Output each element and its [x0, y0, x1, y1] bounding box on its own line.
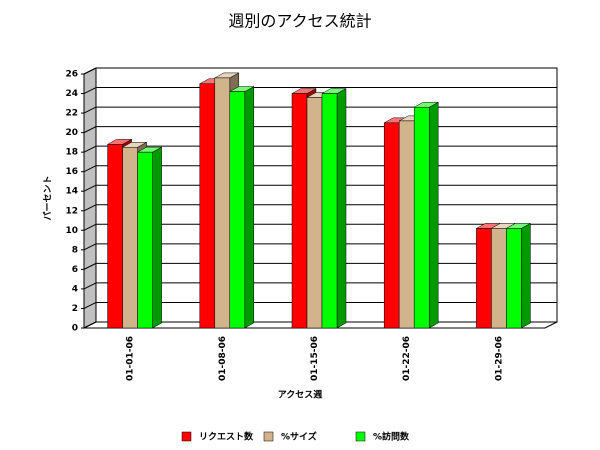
bar: [505, 222, 532, 329]
bar-front: [107, 144, 123, 329]
grid-line: [83, 67, 97, 75]
grid-line: [83, 184, 97, 192]
y-tick-label: 24: [65, 89, 78, 99]
grid-line: [83, 106, 97, 114]
bar: [228, 86, 255, 329]
x-tick-label: 01-22-06: [402, 336, 412, 381]
grid-line: [83, 243, 97, 251]
grid-line: [83, 87, 97, 94]
bar: [136, 146, 163, 329]
bar-side: [428, 101, 439, 329]
y-tick-label: 26: [65, 70, 78, 80]
grid-line: [83, 126, 97, 134]
grid-line: [83, 321, 97, 329]
y-tick-label: 20: [65, 128, 78, 138]
bar-front: [291, 93, 308, 329]
grid-line: [83, 223, 97, 231]
x-tick-label: 01-08-06: [218, 336, 228, 381]
grid-line: [83, 145, 97, 153]
chart-title: 週別のアクセス統計: [228, 12, 371, 31]
bar-front: [122, 147, 138, 329]
y-tick-label: 0: [72, 324, 78, 334]
y-tick-label: 16: [65, 167, 78, 177]
bar-front: [398, 120, 415, 329]
x-tick-label: 01-01-06: [126, 336, 136, 381]
bar-front: [199, 83, 216, 329]
legend-swatch: [355, 431, 366, 442]
bar-side: [152, 146, 162, 329]
bar-side: [244, 86, 255, 329]
y-tick-label: 6: [72, 265, 78, 275]
y-tick-label: 2: [72, 304, 78, 314]
y-axis-label: パーセント: [42, 175, 54, 220]
x-tick-label: 01-15-06: [310, 336, 320, 381]
legend-swatch: [181, 431, 192, 442]
bar-front: [214, 77, 231, 329]
bar: [321, 88, 347, 329]
bar-side: [336, 88, 347, 329]
y-tick-label: 8: [72, 245, 78, 255]
y-tick-label: 14: [65, 187, 78, 197]
bar-front: [476, 228, 492, 329]
bar: [413, 101, 440, 329]
bar-front: [383, 122, 400, 329]
y-tick-label: 10: [65, 226, 78, 236]
bar-front: [306, 97, 323, 329]
grid-line: [83, 262, 97, 270]
left-wall: [83, 67, 97, 329]
bar-front: [506, 228, 522, 329]
bar-front: [413, 106, 430, 329]
grid-line: [83, 302, 97, 309]
grid-line: [83, 204, 97, 212]
legend-label: リクエスト数: [199, 431, 254, 443]
bar-front: [491, 228, 507, 329]
x-tick-label: 01-29-06: [494, 336, 504, 381]
legend-label: %サイズ: [281, 431, 317, 443]
y-tick-label: 22: [65, 109, 78, 119]
bar-front: [229, 91, 246, 329]
y-tick-label: 4: [72, 284, 78, 294]
grid-line: [83, 165, 97, 173]
y-tick-label: 18: [65, 148, 78, 158]
bar-front: [321, 93, 338, 329]
y-tick-label: 12: [65, 206, 78, 216]
legend-label: %訪問数: [373, 431, 410, 443]
x-axis-label: アクセス週: [278, 390, 324, 401]
legend-swatch: [263, 431, 274, 442]
bar-front: [137, 151, 153, 329]
grid-line: [83, 282, 97, 290]
bar-side: [521, 222, 531, 329]
